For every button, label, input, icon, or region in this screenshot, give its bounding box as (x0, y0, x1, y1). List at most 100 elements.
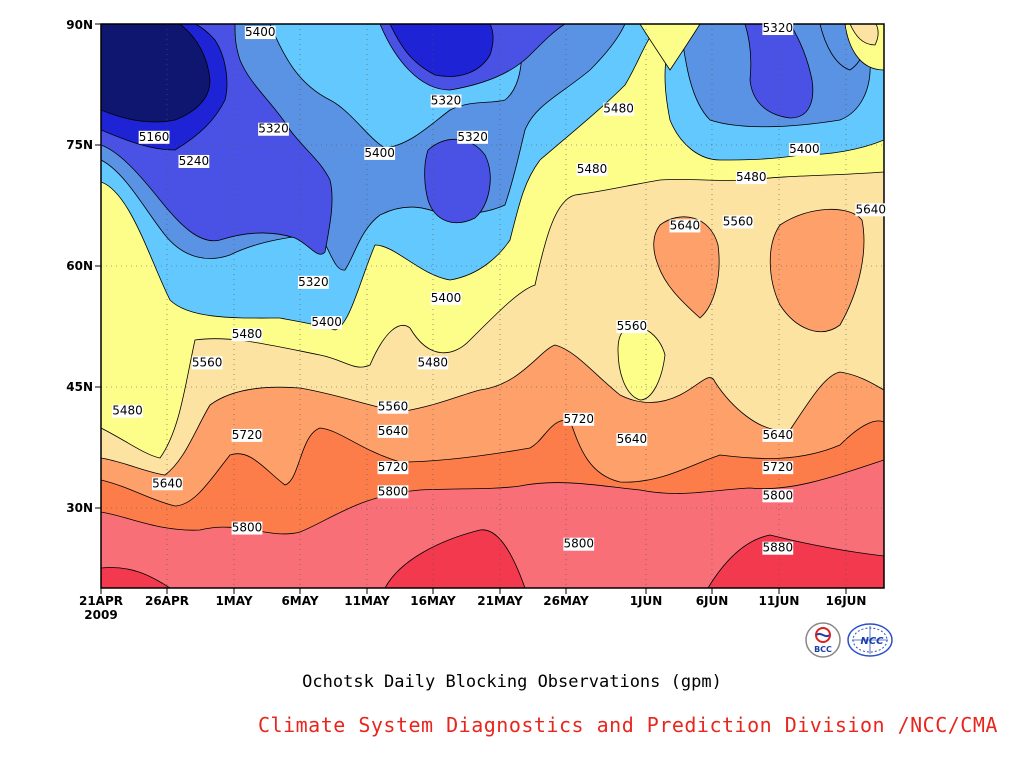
contour-label-bg (417, 356, 449, 370)
ncc-logo: NCC (846, 621, 894, 659)
contour-label: 5480 (603, 102, 634, 116)
tick-marks (95, 23, 847, 594)
contour-label: 5800 (763, 488, 794, 502)
x-tick-label: 1MAY (215, 594, 252, 608)
contour-label-bg (457, 130, 488, 144)
y-tick-label: 45N (66, 380, 93, 394)
contour-label-bg (231, 521, 263, 535)
contour-label: 5160 (139, 130, 170, 144)
x-tick-label: 6JUN (696, 594, 729, 608)
contour-label: 5640 (855, 202, 886, 216)
x-axis: 21APR 26APR 1MAY 6MAY 11MAY 16MAY 21MAY … (79, 594, 866, 622)
x-tick-label: 1JUN (630, 594, 663, 608)
contour-label-bg (430, 94, 462, 108)
contour-label: 5560 (192, 355, 223, 369)
pool-5560 (617, 326, 666, 401)
contour-label-bg (616, 432, 648, 446)
pool-5640-b (769, 208, 865, 332)
contour-labels: 5400 5320 5160 5240 5320 5320 5320 5400 5480 5400… (112, 21, 887, 555)
band-5640-ne (849, 24, 879, 46)
contour-label: 5400 (789, 142, 820, 156)
x-tick-label: 26MAY (543, 594, 589, 608)
contour-label-bg (178, 154, 210, 168)
contour-label-bg (563, 412, 595, 426)
contour-label: 5640 (152, 476, 183, 490)
contour-label: 5320 (298, 275, 329, 289)
contour-label: 5480 (418, 355, 449, 369)
x-tick-label: 11JUN (759, 594, 800, 608)
contour-label: 5560 (378, 400, 409, 414)
contour-label: 5240 (179, 154, 210, 168)
contour-label-bg (762, 489, 794, 503)
contour-label-bg (735, 171, 767, 185)
chart-title: Ochotsk Daily Blocking Observations (gpm… (302, 672, 722, 692)
contour-label-bg (377, 424, 409, 438)
contour-label-bg (669, 219, 701, 233)
contour-label: 5880 (763, 541, 794, 555)
plot-frame (100, 23, 885, 589)
contour-label: 5640 (670, 218, 701, 232)
contour-label: 5400 (431, 291, 462, 305)
contour-label: 5400 (245, 25, 276, 39)
contour-label: 5720 (378, 460, 409, 474)
contour-label: 5560 (723, 214, 754, 228)
y-tick-label: 60N (66, 259, 93, 273)
contour-label: 5640 (763, 428, 794, 442)
x-tick-label: 26APR (145, 594, 189, 608)
x-tick-label: 6MAY (281, 594, 318, 608)
band-5480-ne (639, 24, 701, 71)
contour-label-bg (311, 316, 343, 330)
contour-label: 5320 (258, 122, 289, 136)
contour-label: 5640 (617, 432, 648, 446)
grid (101, 24, 884, 588)
band-lt5160 (101, 24, 211, 123)
contour-label: 5400 (364, 146, 395, 160)
contour-label: 5560 (617, 319, 648, 333)
contour-label-bg (762, 428, 794, 442)
contour-label-bg (191, 356, 223, 370)
contour-label-bg (576, 163, 608, 177)
contour-label-bg (762, 461, 794, 475)
y-tick-label: 75N (66, 138, 93, 152)
contour-label-bg (112, 404, 143, 418)
contour-label-bg (297, 275, 329, 289)
contour-label-bg (788, 142, 820, 156)
ncc-logo-text: NCC (860, 636, 884, 647)
credit-line: Climate System Diagnostics and Predictio… (258, 713, 998, 737)
contour-label: 5320 (457, 130, 488, 144)
contour-label: 5720 (563, 412, 594, 426)
x-tick-label: 16MAY (410, 594, 456, 608)
contour-label-bg (603, 102, 634, 116)
contour-label-bg (231, 328, 263, 342)
band-5160-mid (389, 24, 494, 77)
x-tick-label: 11MAY (344, 594, 390, 608)
pool-5640-a (653, 216, 720, 319)
contour-label: 5400 (311, 315, 342, 329)
contour-label-bg (616, 320, 648, 334)
x-tick-label: 21APR (79, 594, 123, 608)
contour-label: 5800 (378, 484, 409, 498)
contour-label: 5480 (232, 327, 263, 341)
contour-label: 5480 (736, 170, 767, 184)
contour-label: 5720 (763, 460, 794, 474)
contour-label-bg (722, 215, 754, 229)
y-tick-label: 30N (66, 501, 93, 515)
band-5240-east (744, 24, 814, 119)
contour-label-bg (377, 400, 409, 414)
contour-label-bg (138, 130, 170, 144)
contour-label-bg (231, 428, 263, 442)
x-tick-label: 21MAY (477, 594, 523, 608)
y-axis: 30N 45N 60N 75N 90N (66, 18, 93, 515)
contour-label: 5320 (763, 21, 794, 35)
contour-label-bg (563, 537, 595, 551)
y-tick-label: 90N (66, 18, 93, 32)
contour-label: 5640 (378, 424, 409, 438)
contour-label-bg (762, 22, 794, 36)
x-year-label: 2009 (84, 608, 117, 622)
contour-label-bg (244, 26, 276, 40)
contour-label: 5480 (112, 404, 143, 418)
x-tick-label: 16JUN (826, 594, 867, 608)
contour-label: 5720 (232, 428, 263, 442)
bcc-logo-text: BCC (814, 645, 832, 654)
